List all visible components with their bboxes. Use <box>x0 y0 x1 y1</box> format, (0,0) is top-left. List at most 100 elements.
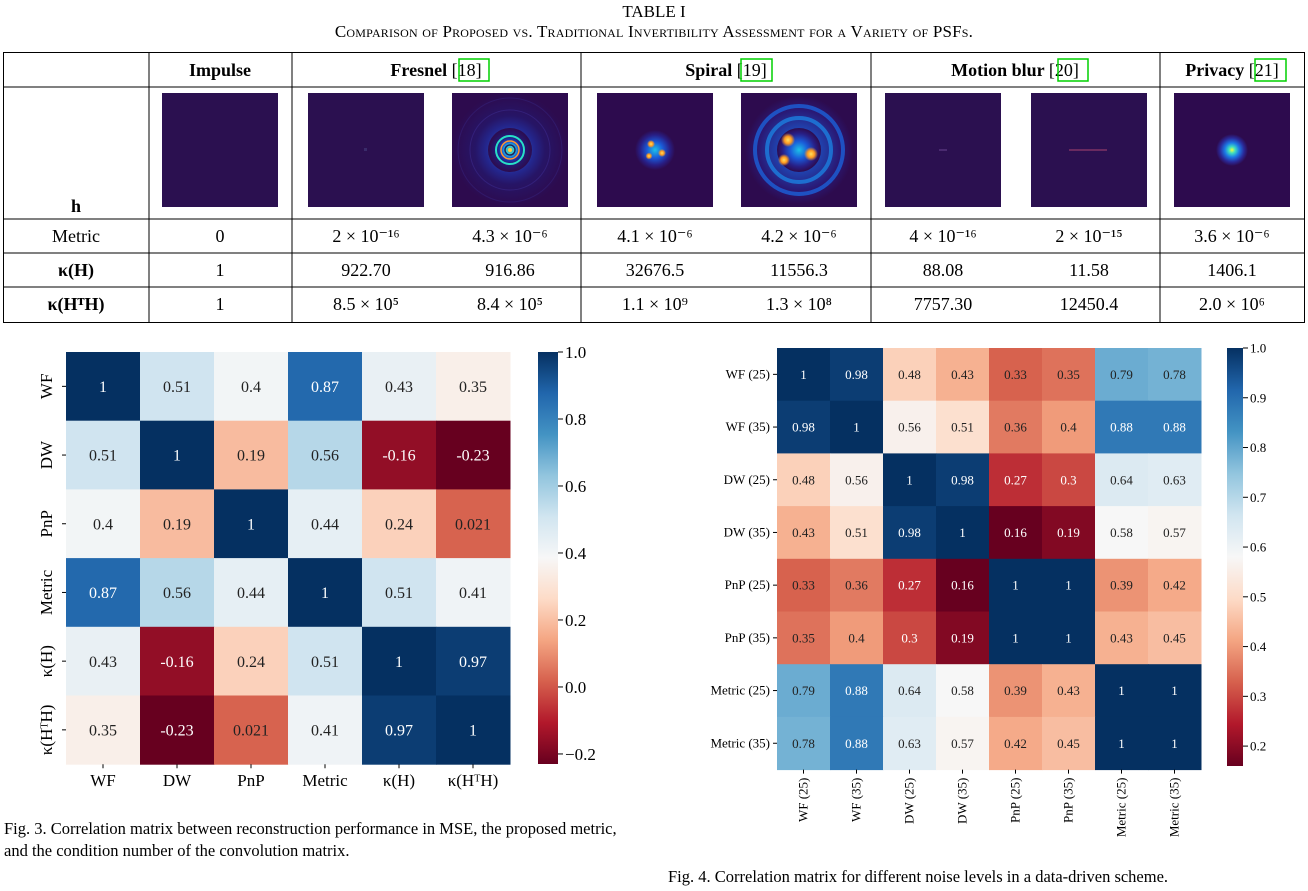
heatmap-cell-value: 1 <box>1065 630 1072 645</box>
heatmap-cell <box>436 558 511 628</box>
colorbar-tick-label: 0.7 <box>1250 490 1267 505</box>
heatmap-cell <box>830 400 884 454</box>
y-tick-label: PnP (25) <box>725 577 770 592</box>
y-tick-label: DW <box>37 440 56 469</box>
x-tick-label: DW <box>163 771 192 790</box>
y-tick-label: κ(H) <box>37 645 56 677</box>
heatmap-cell <box>140 695 215 765</box>
heatmap-cell <box>1148 506 1202 560</box>
ref-box-20[interactable] <box>1057 58 1089 82</box>
heatmap-cell <box>362 695 437 765</box>
heatmap-cell-value: 1 <box>173 448 181 465</box>
heatmap-cell-value: 1 <box>1171 736 1178 751</box>
heatmap-cell <box>1095 716 1149 771</box>
heatmap-cell-value: 0.56 <box>845 472 868 487</box>
heatmap-cell-value: 0.27 <box>1004 472 1027 487</box>
heatmap-cell-value: 0.41 <box>311 722 339 739</box>
heatmap-cell-value: 0.36 <box>845 578 868 593</box>
colorbar-tick-label: 0.0 <box>565 678 586 697</box>
kappa-hth-cell: 7757.30 <box>914 294 973 314</box>
heatmap-cell-value: -0.16 <box>382 448 415 465</box>
heatmap-cell-value: 0.88 <box>845 683 868 698</box>
heatmap-cell <box>1095 558 1149 612</box>
colorbar-tick-label: 0.2 <box>565 611 586 630</box>
fresnel-psf-b-image <box>452 93 568 207</box>
heatmap-cell <box>989 664 1043 718</box>
heatmap-cell <box>66 489 141 559</box>
heatmap-cell-value: 0.63 <box>1163 472 1186 487</box>
heatmap-cell-value: 0.97 <box>459 654 487 671</box>
heatmap-cell <box>989 348 1043 402</box>
colorbar-tick-label: 1.0 <box>565 343 586 362</box>
heatmap-cell <box>1042 664 1096 718</box>
row-label-kappa-h: κ(H) <box>58 260 94 281</box>
fig3-caption: Fig. 3. Correlation matrix between recon… <box>4 819 617 860</box>
heatmap-cell-value: 0.19 <box>237 448 265 465</box>
heatmap-cell <box>883 506 937 560</box>
heatmap-cell <box>936 664 990 718</box>
heatmap-cell <box>1095 400 1149 454</box>
heatmap-cell-value: 1 <box>321 585 329 602</box>
heatmap-cell-value: 0.4 <box>93 516 113 533</box>
colorbar-tick-label: −0.2 <box>565 745 596 764</box>
heatmap-cell <box>936 716 990 771</box>
heatmap-cell-value: 0.98 <box>792 420 815 435</box>
heatmap-cell-value: 0.42 <box>1004 736 1027 751</box>
fig3-correlation-heatmap: 1 0.51 0.4 0.87 0.43 0.35 0.51 1 0.19 0.56 -0.16 -0… <box>37 343 596 790</box>
x-tick-label: Metric <box>302 771 348 790</box>
heatmap-cell-value: 1 <box>395 654 403 671</box>
heatmap-cell-value: 0.48 <box>898 367 921 382</box>
heatmap-cell-value: 0.88 <box>1110 420 1133 435</box>
fig3-colorbar-ticks: 1.0 0.8 0.6 0.4 0.2 0.0 −0.2 <box>558 343 596 764</box>
ref-box-21[interactable] <box>1254 58 1287 82</box>
heatmap-cell <box>777 558 831 612</box>
heatmap-cell <box>830 506 884 560</box>
heatmap-cell-value: 0.58 <box>951 683 974 698</box>
heatmap-cell <box>883 558 937 612</box>
y-tick-label: κ(HᵀH) <box>37 705 56 756</box>
ref-box-18[interactable] <box>458 58 490 82</box>
heatmap-cell <box>989 400 1043 454</box>
heatmap-cell-value: 0.35 <box>459 379 487 396</box>
heatmap-cell-value: 0.021 <box>455 516 491 533</box>
heatmap-cell-value: 0.35 <box>89 722 117 739</box>
heatmap-cell <box>936 453 990 507</box>
ref-box-19[interactable] <box>740 58 773 82</box>
kappa-hth-cell: 1 <box>216 294 225 314</box>
metric-cell: 2 × 10⁻¹⁵ <box>1055 226 1122 246</box>
heatmap-cell <box>1095 348 1149 402</box>
heatmap-cell <box>1042 453 1096 507</box>
table-grid <box>3 52 1305 323</box>
y-tick-label: WF (25) <box>726 366 770 381</box>
heatmap-cell-value: 0.4 <box>1060 420 1077 435</box>
x-tick-label: Metric (25) <box>1114 778 1129 838</box>
heatmap-cell-value: 0.79 <box>792 683 815 698</box>
heatmap-cell-value: 1 <box>800 367 807 382</box>
x-tick-label: κ(HᵀH) <box>448 771 499 790</box>
fig3-x-labels: WF DW PnP Metric κ(H) κ(HᵀH) <box>90 764 498 790</box>
heatmap-cell-value: 0.97 <box>385 722 413 739</box>
kappa-h-cell: 1406.1 <box>1207 260 1257 280</box>
heatmap-cell-value: 0.4 <box>241 379 261 396</box>
heatmap-cell-value: 1 <box>1118 736 1125 751</box>
heatmap-cell <box>436 352 511 422</box>
heatmap-cell-value: 0.45 <box>1057 736 1080 751</box>
heatmap-cell <box>66 558 141 628</box>
heatmap-cell <box>830 664 884 718</box>
table-cells: 0 2 × 10⁻¹⁶ 4.3 × 10⁻⁶ 4.1 × 10⁻⁶ 4.2 × 10⁻⁶… <box>216 226 1270 314</box>
kappa-h-cell: 922.70 <box>341 260 391 280</box>
x-tick-label: WF <box>90 771 116 790</box>
heatmap-cell <box>989 611 1043 665</box>
heatmap-cell <box>214 420 289 490</box>
heatmap-cell-value: 0.19 <box>951 630 974 645</box>
colorbar-tick-label: 0.3 <box>1250 689 1266 704</box>
heatmap-cell <box>362 558 437 628</box>
heatmap-cell-value: 1 <box>853 420 860 435</box>
metric-cell: 4.2 × 10⁻⁶ <box>761 226 836 246</box>
heatmap-cell-value: 0.43 <box>89 654 117 671</box>
heatmap-cell <box>140 626 215 696</box>
y-tick-label: Metric (35) <box>710 735 770 750</box>
heatmap-cell <box>1095 611 1149 665</box>
heatmap-cell-value: 0.51 <box>845 525 868 540</box>
metric-cell: 4 × 10⁻¹⁶ <box>909 226 976 246</box>
